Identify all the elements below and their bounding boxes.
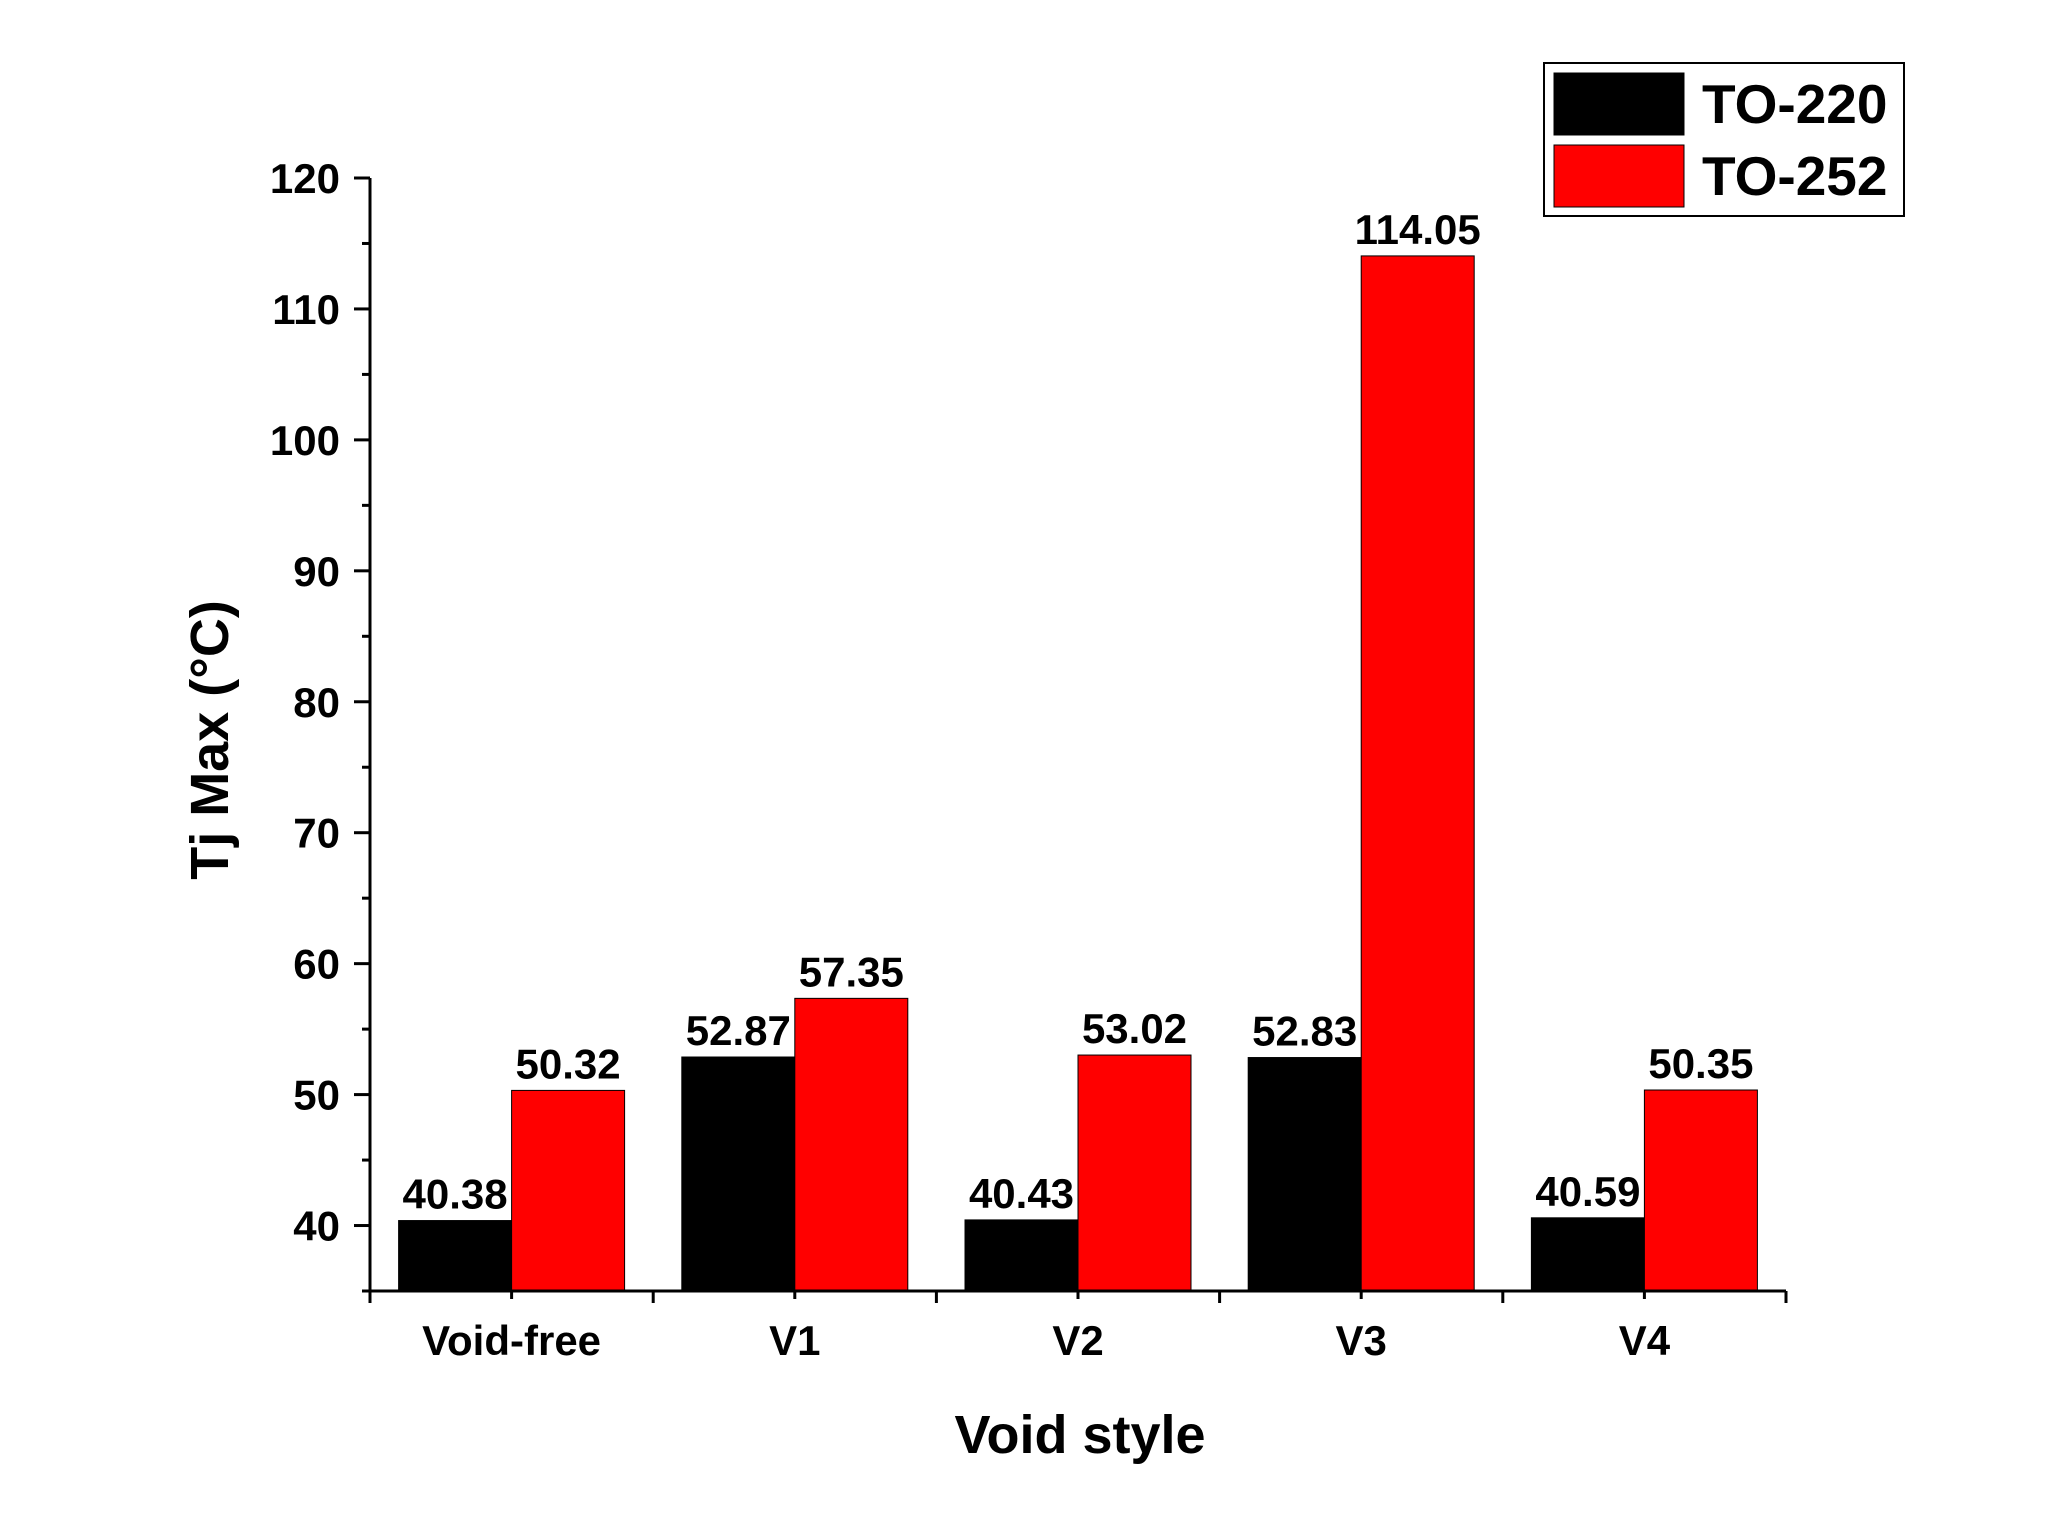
- data-label: 53.02: [1082, 1005, 1187, 1052]
- data-label: 50.32: [516, 1040, 621, 1087]
- axes-layer: 40 50 60 70 80 90 100 110 120 Void-free V1 V2 V3 V4: [270, 155, 1788, 1364]
- data-label: 52.83: [1252, 1008, 1357, 1055]
- y-tick-label: 70: [293, 810, 340, 857]
- y-tick-label: 120: [270, 155, 340, 202]
- y-tick-label: 100: [270, 417, 340, 464]
- x-tick-label: V4: [1619, 1317, 1671, 1364]
- bar-to-220-v4: [1530, 1217, 1645, 1292]
- data-label: 114.05: [1355, 206, 1481, 253]
- bar-to-252-v4: [1643, 1089, 1758, 1292]
- bar-to-220-v1: [681, 1056, 796, 1292]
- bar-to-252-v1: [794, 997, 909, 1292]
- x-tick-label: V2: [1052, 1317, 1103, 1364]
- data-label: 52.87: [686, 1007, 791, 1054]
- x-axis-title: Void style: [954, 1405, 1205, 1465]
- legend-label: TO-220: [1702, 73, 1887, 135]
- legend-label: TO-252: [1702, 145, 1887, 207]
- y-tick-label: 60: [293, 941, 340, 988]
- bar-to-252-void-free: [511, 1089, 626, 1292]
- data-label: 40.43: [969, 1170, 1074, 1217]
- x-tick-label: Void-free: [422, 1317, 601, 1364]
- bars-layer: [398, 255, 1758, 1292]
- data-label: 57.35: [799, 948, 904, 995]
- y-tick-label: 90: [293, 548, 340, 595]
- legend-swatch: [1553, 72, 1685, 136]
- x-tick-label: V3: [1336, 1317, 1387, 1364]
- bar-to-220-void-free: [398, 1220, 513, 1292]
- data-label: 40.59: [1535, 1168, 1640, 1215]
- y-tick-label: 50: [293, 1072, 340, 1119]
- data-label: 50.35: [1648, 1040, 1753, 1087]
- legend: TO-220 TO-252: [1543, 62, 1905, 217]
- bar-to-252-v2: [1077, 1054, 1192, 1292]
- x-tick-label: V1: [769, 1317, 820, 1364]
- bar-to-220-v2: [964, 1219, 1079, 1292]
- y-tick-label: 40: [293, 1203, 340, 1250]
- y-tick-label: 110: [272, 286, 340, 333]
- legend-swatch: [1553, 144, 1685, 208]
- data-label: 40.38: [403, 1171, 508, 1218]
- bar-to-220-v3: [1247, 1057, 1362, 1292]
- bar-to-252-v3: [1360, 255, 1475, 1292]
- y-tick-label: 80: [293, 679, 340, 726]
- y-axis-title: Tj Max (°C): [180, 600, 240, 880]
